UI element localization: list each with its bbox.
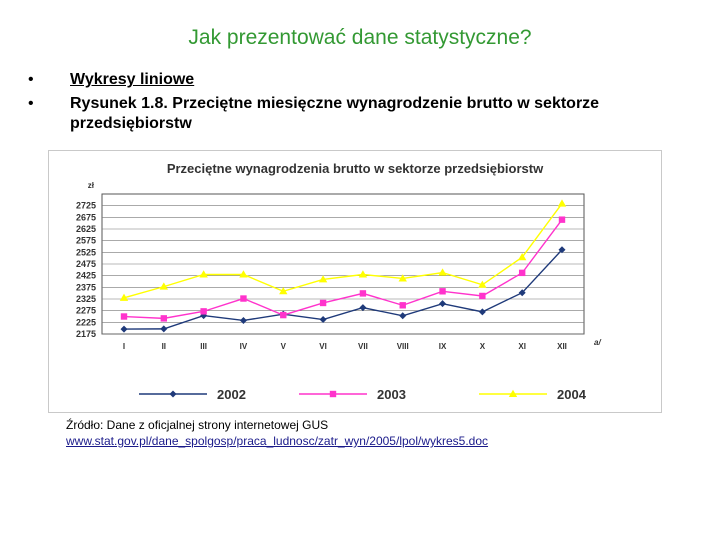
data-point-2002 bbox=[478, 308, 486, 316]
y-tick-label: 2625 bbox=[76, 224, 96, 234]
x-tick-label: III bbox=[200, 342, 207, 351]
slide-title: Jak prezentować dane statystyczne? bbox=[188, 26, 532, 49]
y-tick-label: 2325 bbox=[76, 294, 96, 304]
y-tick-label: 2375 bbox=[76, 282, 96, 292]
legend-label-2004: 2004 bbox=[557, 387, 587, 402]
data-point-2002 bbox=[319, 316, 327, 324]
y-tick-label: 2175 bbox=[76, 329, 96, 339]
source-block: Źródło: Dane z oficjalnej strony interne… bbox=[66, 417, 488, 449]
data-point-2003 bbox=[439, 288, 446, 295]
data-point-2002 bbox=[120, 325, 128, 333]
bullet-text-figure: Rysunek 1.8. Przeciętne miesięczne wynag… bbox=[70, 95, 600, 132]
data-point-2002 bbox=[200, 312, 208, 320]
legend-marker-2003 bbox=[329, 390, 337, 398]
data-point-2004 bbox=[318, 275, 328, 283]
data-point-2004 bbox=[478, 280, 487, 288]
data-point-2002 bbox=[518, 289, 526, 297]
data-point-2002 bbox=[439, 300, 447, 308]
x-tick-label: I bbox=[123, 342, 125, 351]
legend-label-2002: 2002 bbox=[217, 387, 246, 402]
data-point-2003 bbox=[359, 290, 367, 297]
x-tick-label: IV bbox=[240, 342, 248, 351]
x-tick-label: X bbox=[480, 342, 486, 351]
data-point-2003 bbox=[200, 308, 207, 315]
data-point-2004 bbox=[438, 268, 447, 276]
series-line-2004 bbox=[123, 203, 563, 299]
data-point-2003 bbox=[518, 269, 526, 277]
data-point-2002 bbox=[239, 316, 247, 324]
data-point-2003 bbox=[120, 313, 128, 320]
data-point-2003 bbox=[319, 299, 327, 307]
x-tick-label: XI bbox=[518, 342, 526, 351]
x-tick-label: XII bbox=[557, 342, 567, 351]
source-text: Źródło: Dane z oficjalnej strony interne… bbox=[66, 418, 329, 432]
data-point-2004 bbox=[239, 270, 248, 278]
bullet-list: • Wykresy liniowe • Rysunek 1.8. Przecię… bbox=[28, 70, 698, 138]
legend-marker-2002 bbox=[169, 390, 177, 398]
bullet-item-2: • Rysunek 1.8. Przeciętne miesięczne wyn… bbox=[28, 94, 698, 134]
bullet-item-1: • Wykresy liniowe bbox=[28, 70, 698, 90]
data-point-2003 bbox=[558, 216, 566, 223]
chart-container: Przeciętne wynagrodzenia brutto w sektor… bbox=[48, 150, 662, 413]
x-tick-label: VI bbox=[319, 342, 327, 351]
x-tick-label: VIII bbox=[397, 342, 409, 351]
y-tick-label: 2475 bbox=[76, 259, 96, 269]
y-tick-label: 2575 bbox=[76, 236, 96, 246]
y-tick-label: 2425 bbox=[76, 271, 96, 281]
data-point-2002 bbox=[160, 325, 168, 333]
x-axis-suffix: a/ bbox=[594, 338, 601, 347]
x-tick-label: V bbox=[281, 342, 287, 351]
bullet-icon: • bbox=[28, 95, 34, 112]
data-point-2002 bbox=[558, 246, 566, 254]
y-tick-label: 2725 bbox=[76, 201, 96, 211]
bullet-text-line-charts: Wykresy liniowe bbox=[70, 71, 195, 88]
data-point-2003 bbox=[479, 292, 486, 300]
data-point-2002 bbox=[359, 304, 367, 312]
data-point-2003 bbox=[240, 295, 247, 302]
data-point-2003 bbox=[399, 302, 406, 309]
y-tick-label: 2525 bbox=[76, 247, 96, 257]
source-link[interactable]: www.stat.gov.pl/dane_spolgosp/praca_ludn… bbox=[66, 434, 489, 448]
chart-title: Przeciętne wynagrodzenia brutto w sektor… bbox=[167, 161, 544, 176]
data-point-2004 bbox=[119, 293, 129, 301]
y-tick-label: 2275 bbox=[76, 306, 96, 316]
legend-marker-2004 bbox=[508, 389, 518, 397]
data-point-2004 bbox=[279, 287, 288, 295]
data-point-2004 bbox=[159, 282, 169, 290]
y-tick-label: 2225 bbox=[76, 317, 96, 327]
data-point-2003 bbox=[280, 311, 287, 319]
data-point-2004 bbox=[517, 253, 527, 261]
data-point-2002 bbox=[399, 312, 407, 320]
bullet-icon: • bbox=[28, 71, 34, 88]
data-point-2003 bbox=[160, 315, 168, 322]
data-point-2004 bbox=[199, 270, 208, 278]
line-chart: Przeciętne wynagrodzenia brutto w sektor… bbox=[76, 161, 601, 402]
x-tick-label: VII bbox=[358, 342, 368, 351]
y-axis-label: zł bbox=[88, 181, 95, 190]
x-tick-label: II bbox=[162, 342, 166, 351]
x-tick-label: IX bbox=[439, 342, 447, 351]
data-point-2004 bbox=[557, 199, 567, 207]
y-tick-label: 2675 bbox=[76, 212, 96, 222]
data-point-2004 bbox=[398, 274, 407, 282]
data-point-2004 bbox=[358, 270, 368, 278]
legend-label-2003: 2003 bbox=[377, 387, 406, 402]
series-line-2003 bbox=[123, 219, 563, 320]
series-line-2002 bbox=[123, 249, 563, 330]
